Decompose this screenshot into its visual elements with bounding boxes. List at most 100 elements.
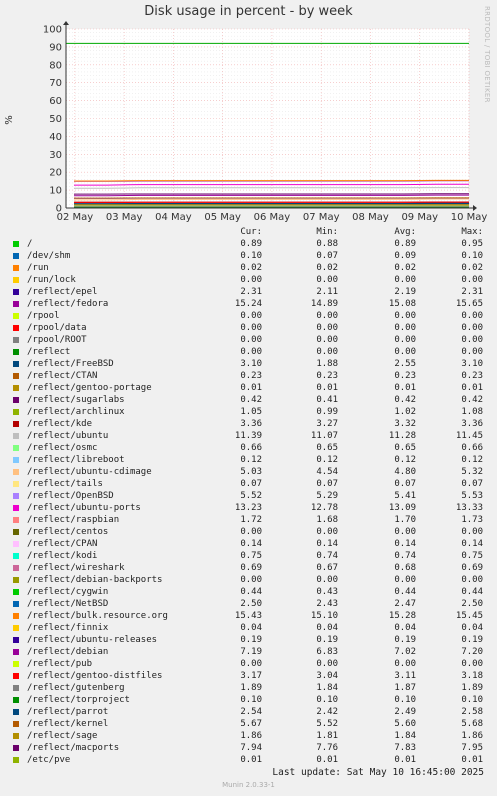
legend-min: 0.00 (316, 335, 338, 345)
legend-swatch (13, 337, 19, 343)
legend-min: 0.01 (316, 755, 338, 765)
legend-name: /reflect/parrot (27, 707, 109, 717)
legend-row: /reflect/kde 3.36 3.27 3.32 3.36 (0, 418, 497, 430)
legend-max: 15.65 (455, 299, 483, 309)
legend-min: 5.52 (316, 719, 338, 729)
legend-min: 0.74 (316, 551, 338, 561)
legend-name: /reflect/macports (27, 743, 120, 753)
legend-header-max: Max: (461, 227, 483, 237)
legend-row: /reflect/ubuntu-cdimage 5.03 4.54 4.80 5.32 (0, 466, 497, 478)
legend-cur: 0.69 (240, 563, 262, 573)
legend-swatch (13, 373, 19, 379)
legend-name: /reflect/sage (27, 731, 98, 741)
legend-avg: 0.89 (394, 239, 416, 249)
legend-min: 0.07 (316, 479, 338, 489)
legend-cur: 1.86 (240, 731, 262, 741)
legend-swatch (13, 313, 19, 319)
legend-row: /reflect 0.00 0.00 0.00 0.00 (0, 346, 497, 358)
legend-cur: 0.04 (240, 623, 262, 633)
legend-max: 0.01 (461, 383, 483, 393)
legend-min: 0.00 (316, 575, 338, 585)
legend-avg: 0.00 (394, 335, 416, 345)
legend-name: /reflect/OpenBSD (27, 491, 114, 501)
legend-row: /etc/pve 0.01 0.01 0.01 0.01 (0, 754, 497, 766)
legend-avg: 0.09 (394, 251, 416, 261)
legend-swatch (13, 481, 19, 487)
legend-row: /reflect/pub 0.00 0.00 0.00 0.00 (0, 658, 497, 670)
legend-row: /reflect/wireshark 0.69 0.67 0.68 0.69 (0, 562, 497, 574)
legend-max: 0.66 (461, 443, 483, 453)
legend-avg: 7.02 (394, 647, 416, 657)
legend-avg: 0.02 (394, 263, 416, 273)
legend-min: 0.02 (316, 263, 338, 273)
legend-avg: 0.44 (394, 587, 416, 597)
legend-header-avg: Avg: (394, 227, 416, 237)
y-axis-label: % (4, 115, 15, 125)
legend-avg: 0.00 (394, 323, 416, 333)
legend-row: /reflect/raspbian 1.72 1.68 1.70 1.73 (0, 514, 497, 526)
legend-avg: 2.47 (394, 599, 416, 609)
legend-avg: 0.01 (394, 755, 416, 765)
legend-swatch (13, 505, 19, 511)
legend-avg: 0.00 (394, 575, 416, 585)
legend-row: /reflect/macports 7.94 7.76 7.83 7.95 (0, 742, 497, 754)
x-tick-label: 10 May (451, 212, 488, 223)
legend-max: 0.10 (461, 251, 483, 261)
legend-avg: 0.04 (394, 623, 416, 633)
legend-swatch (13, 253, 19, 259)
legend-min: 0.00 (316, 323, 338, 333)
legend-min: 0.00 (316, 347, 338, 357)
legend-name: /reflect/centos (27, 527, 109, 537)
x-tick-label: 07 May (303, 212, 340, 223)
legend-avg: 2.49 (394, 707, 416, 717)
legend-row: /reflect/archlinux 1.05 0.99 1.02 1.08 (0, 406, 497, 418)
legend-row: /reflect/debian 7.19 6.83 7.02 7.20 (0, 646, 497, 658)
legend-row: /reflect/parrot 2.54 2.42 2.49 2.58 (0, 706, 497, 718)
legend-cur: 0.00 (240, 575, 262, 585)
legend-name: /reflect/osmc (27, 443, 98, 453)
legend-swatch (13, 709, 19, 715)
legend-header: Cur: Min: Avg: Max: (0, 226, 497, 238)
legend-max: 3.36 (461, 419, 483, 429)
legend-swatch (13, 349, 19, 355)
legend-cur: 5.67 (240, 719, 262, 729)
legend-max: 0.42 (461, 395, 483, 405)
legend-table: Cur: Min: Avg: Max: / 0.89 0.88 0.89 0.95/de… (0, 226, 497, 766)
legend-max: 2.50 (461, 599, 483, 609)
chart-plot: 0 10 20 30 40 50 60 70 80 90 100 02 May 03 May 04 May… (4, 21, 488, 223)
legend-swatch (13, 733, 19, 739)
legend-min: 0.14 (316, 539, 338, 549)
legend-max: 0.00 (461, 311, 483, 321)
legend-min: 0.00 (316, 527, 338, 537)
legend-cur: 3.36 (240, 419, 262, 429)
legend-max: 5.32 (461, 467, 483, 477)
legend-cur: 0.01 (240, 755, 262, 765)
legend-min: 0.10 (316, 695, 338, 705)
legend-min: 0.23 (316, 371, 338, 381)
legend-row: /reflect/CTAN 0.23 0.23 0.23 0.23 (0, 370, 497, 382)
legend-header-cur: Cur: (240, 227, 262, 237)
legend-name: /reflect/kodi (27, 551, 98, 561)
legend-row: /run/lock 0.00 0.00 0.00 0.00 (0, 274, 497, 286)
legend-avg: 1.87 (394, 683, 416, 693)
legend-name: /reflect/CPAN (27, 539, 98, 549)
legend-max: 11.45 (455, 431, 483, 441)
legend-cur: 0.02 (240, 263, 262, 273)
legend-row: /reflect/OpenBSD 5.52 5.29 5.41 5.53 (0, 490, 497, 502)
legend-avg: 0.23 (394, 371, 416, 381)
legend-max: 13.33 (455, 503, 483, 513)
legend-cur: 0.00 (240, 659, 262, 669)
legend-min: 1.68 (316, 515, 338, 525)
legend-max: 0.00 (461, 323, 483, 333)
legend-name: /reflect/finnix (27, 623, 109, 633)
legend-avg: 5.60 (394, 719, 416, 729)
legend-swatch (13, 577, 19, 583)
legend-avg: 13.09 (388, 503, 416, 513)
legend-max: 7.20 (461, 647, 483, 657)
legend-avg: 0.00 (394, 659, 416, 669)
legend-name: /rpool/ROOT (27, 335, 87, 345)
legend-row: /reflect/centos 0.00 0.00 0.00 0.00 (0, 526, 497, 538)
legend-row: /reflect/gentoo-distfiles 3.17 3.04 3.11 3.1… (0, 670, 497, 682)
legend-row: /reflect/kernel 5.67 5.52 5.60 5.68 (0, 718, 497, 730)
legend-name: /reflect/epel (27, 287, 98, 297)
